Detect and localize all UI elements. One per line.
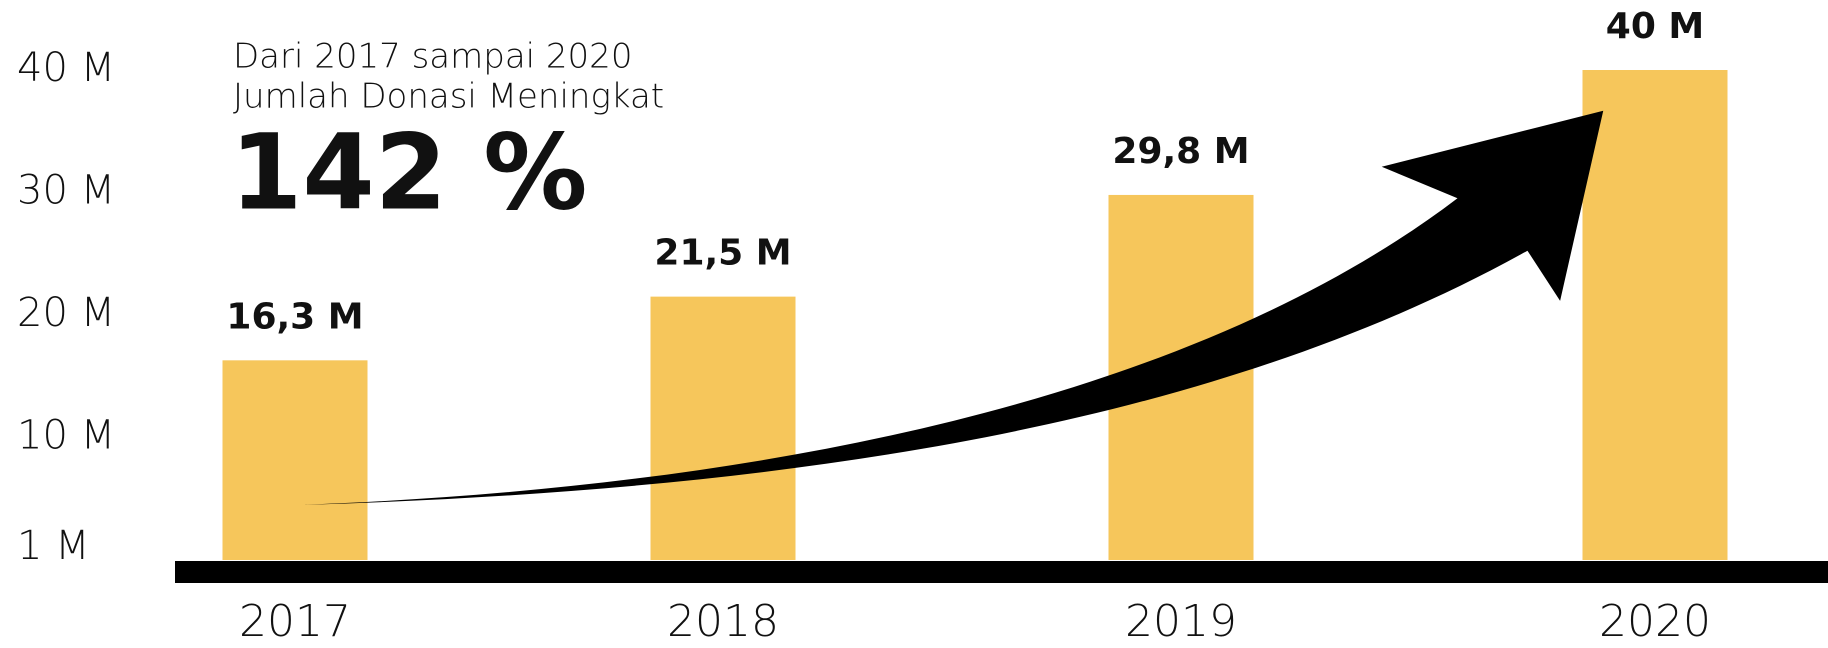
value-label: 29,8 M <box>1112 131 1249 172</box>
baseline <box>175 561 1828 583</box>
y-tick-label: 1 M <box>17 523 90 569</box>
headline: 142 % <box>230 111 588 233</box>
x-tick-label: 2018 <box>667 596 779 647</box>
value-label: 40 M <box>1606 6 1704 47</box>
y-tick-label: 20 M <box>17 290 115 336</box>
x-tick-label: 2020 <box>1599 596 1711 647</box>
y-tick-label: 10 M <box>17 413 115 459</box>
y-tick-label: 30 M <box>17 168 115 214</box>
annotation: Jumlah Donasi Meningkat <box>233 77 664 117</box>
annotation: Dari 2017 sampai 2020 <box>233 37 632 77</box>
value-label: 16,3 M <box>226 296 363 337</box>
value-label: 21,5 M <box>654 233 791 274</box>
x-tick-label: 2017 <box>239 596 351 647</box>
x-tick-label: 2019 <box>1125 596 1237 647</box>
bar <box>1582 70 1728 560</box>
arrow <box>303 110 1604 505</box>
bar <box>222 360 368 560</box>
y-tick-label: 40 M <box>17 45 115 91</box>
bars <box>222 70 1728 560</box>
bar <box>650 296 796 560</box>
